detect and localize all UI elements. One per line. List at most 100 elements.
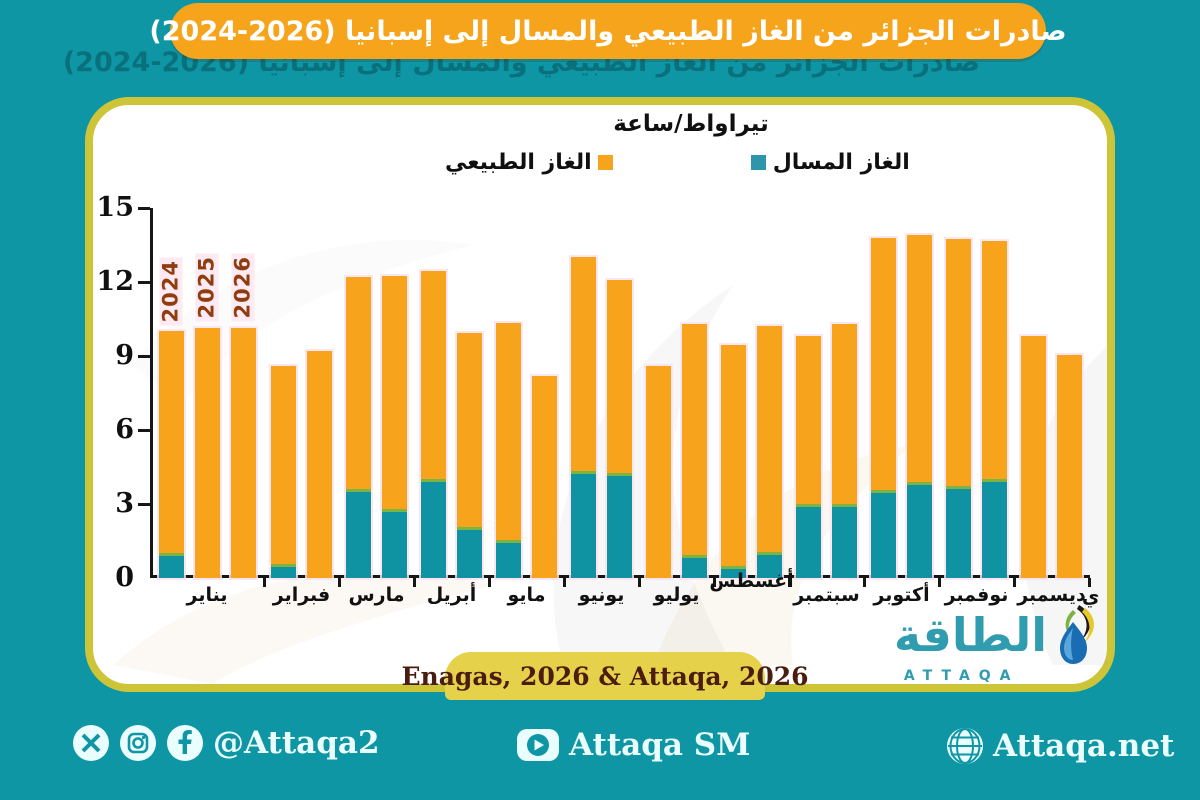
bar-feb-2024 (271, 208, 296, 578)
bar-segment-lng (607, 476, 632, 578)
bar-jan-2026: 2026 (230, 208, 256, 578)
logo-arabic-text: الطاقة (893, 608, 1047, 662)
bar-segment-divider (871, 490, 896, 494)
bar-segment-lng (346, 492, 371, 578)
bar-segment-divider (946, 485, 971, 489)
x-axis-labels: يناير فبراير مارس أبريل مايو يونيو يوليو أغسطس س… (150, 570, 1089, 606)
bar-segment-natural-gas (271, 365, 296, 565)
bar-segment-divider (682, 554, 707, 558)
bar-segment-natural-gas (871, 237, 896, 491)
bar-segment-divider (607, 473, 632, 477)
bar-segment-divider (346, 489, 371, 493)
attaqa-logo-top: الطاقة (894, 604, 1101, 666)
month-cell-aug: أغسطس (709, 570, 793, 606)
month-label-feb: فبراير (272, 584, 331, 606)
bar-segment-natural-gas (421, 270, 446, 480)
bar-jan-2025: 2025 (194, 208, 220, 578)
bar-segment-divider (907, 481, 932, 485)
bar-segment-lng (982, 482, 1007, 578)
x-twitter-icon (73, 725, 109, 761)
bar-mar-2024 (346, 208, 371, 578)
month-cell-sep: سبتمبر (789, 584, 864, 606)
month-label-jul: يوليو (653, 584, 700, 606)
footer-social-handle: @Attaqa2 (213, 725, 380, 761)
bar-stack (796, 336, 821, 578)
y-tick-label-15: 15 (96, 192, 134, 223)
year-label-2026: 2026 (231, 253, 255, 322)
footer-youtube-group: Attaqa SM (516, 727, 751, 763)
x-tick-mark (1087, 578, 1091, 587)
bar-segment-divider (496, 539, 521, 543)
bar-segment-natural-gas (532, 375, 557, 578)
bar-segment-divider (571, 470, 596, 474)
footer-website: Attaqa.net (993, 728, 1175, 764)
bar-jul-2024 (646, 208, 671, 578)
bar-dec-2025 (1057, 208, 1082, 578)
bar-stack (571, 257, 596, 578)
bar-segment-lng (457, 530, 482, 578)
bar-stack (871, 237, 896, 578)
bar-segment-lng (721, 568, 746, 578)
bar-jun-2025 (607, 208, 632, 578)
bar-stack (307, 351, 332, 578)
y-tick-mark (138, 428, 150, 432)
bar-stack (832, 323, 857, 578)
bar-apr-2025 (457, 208, 482, 578)
month-group-jun (564, 208, 639, 578)
bar-segment-natural-gas (1057, 354, 1082, 578)
month-cell-jun: يونيو (564, 584, 639, 606)
bar-stack (907, 235, 932, 578)
bar-nov-2024 (946, 208, 971, 578)
globe-icon (947, 728, 983, 764)
x-tick-mark (937, 578, 941, 587)
bar-oct-2025 (907, 208, 932, 578)
month-cell-mar: مارس (339, 584, 414, 606)
bar-stack (532, 375, 557, 578)
bar-segment-lng (682, 557, 707, 578)
month-label-dec: ديسمبر (1017, 584, 1086, 606)
bar-segment-natural-gas (1021, 336, 1046, 578)
month-group-jan: 2024 2025 2026 (150, 208, 264, 578)
clipped-month-label: ي (1082, 586, 1100, 608)
month-group-sep (789, 208, 864, 578)
x-tick-mark (337, 578, 341, 587)
bar-sep-2025 (832, 208, 857, 578)
bar-segment-divider (721, 565, 746, 569)
page-title: صادرات الجزائر من الغاز الطبيعي والمسال … (149, 15, 1067, 47)
chart-card-content: تيراواط/ساعة الغاز الطبيعي الغاز المسال … (93, 105, 1107, 700)
bar-stack (382, 275, 407, 578)
bar-segment-divider (457, 527, 482, 531)
month-cell-feb: فبراير (264, 584, 339, 606)
youtube-icon (517, 729, 559, 761)
source-text: Enagas, 2026 & Attaqa, 2026 (401, 661, 809, 691)
bar-jan-2024: 2024 (158, 208, 184, 578)
bar-may-2024 (496, 208, 521, 578)
attaqa-logo: الطاقة ATTAQA (894, 604, 1101, 684)
footer-sm-label: Attaqa SM (569, 727, 751, 763)
bar-segment-natural-gas (496, 322, 521, 540)
bar-segment-natural-gas (646, 365, 671, 578)
legend-swatch-lng-icon (750, 154, 766, 170)
month-label-mar: مارس (348, 584, 405, 606)
bar-segment-lng (757, 555, 782, 578)
bar-segment-lng (158, 556, 184, 578)
bar-stack (230, 327, 256, 578)
y-tick-label-12: 12 (96, 266, 134, 297)
chart-legend: الغاز الطبيعي الغاز المسال (445, 149, 910, 175)
bar-oct-2024 (871, 208, 896, 578)
bar-segment-natural-gas (158, 331, 184, 554)
instagram-icon (120, 725, 156, 761)
bar-stack (457, 332, 482, 578)
x-tick-mark (262, 578, 266, 587)
bar-segment-natural-gas (230, 327, 256, 578)
month-label-jan: يناير (186, 584, 228, 606)
bar-mar-2025 (382, 208, 407, 578)
bar-segment-natural-gas (607, 279, 632, 474)
bar-dec-2024 (1021, 208, 1046, 578)
bar-stack (721, 344, 746, 578)
bar-segment-natural-gas (982, 241, 1007, 480)
bar-stack (346, 277, 371, 578)
month-label-oct: أكتوبر (873, 584, 930, 606)
bar-segment-lng (907, 484, 932, 578)
x-tick-mark (712, 578, 716, 587)
